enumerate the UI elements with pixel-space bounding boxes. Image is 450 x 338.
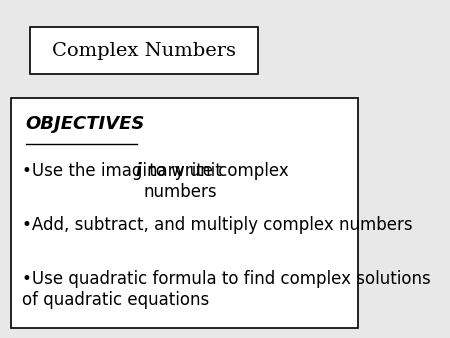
Text: Complex Numbers: Complex Numbers	[52, 42, 236, 60]
Text: i: i	[135, 162, 141, 180]
Text: to write complex
numbers: to write complex numbers	[144, 162, 288, 201]
FancyBboxPatch shape	[11, 98, 358, 328]
Text: •Use quadratic formula to find complex solutions
of quadratic equations: •Use quadratic formula to find complex s…	[22, 270, 431, 309]
Text: •Add, subtract, and multiply complex numbers: •Add, subtract, and multiply complex num…	[22, 216, 413, 234]
FancyBboxPatch shape	[30, 27, 258, 74]
Text: OBJECTIVES: OBJECTIVES	[26, 115, 145, 133]
Text: •Use the imaginary unit: •Use the imaginary unit	[22, 162, 227, 180]
